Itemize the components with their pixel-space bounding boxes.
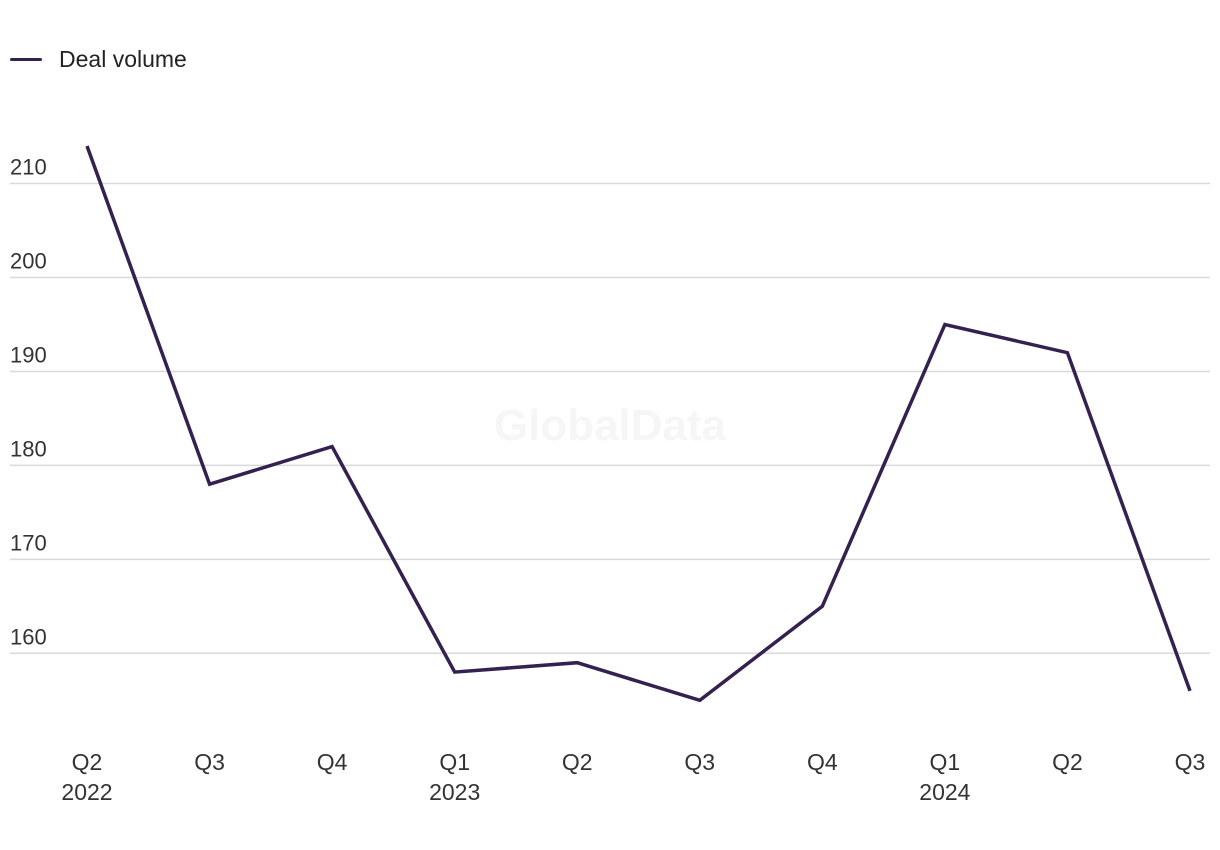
y-tick-label: 190 [10, 342, 47, 367]
series-layer [85, 145, 1192, 703]
x-tick-label: Q4 [807, 749, 838, 775]
legend-swatch [10, 58, 42, 61]
x-tick-year-label: 2024 [919, 779, 970, 805]
x-tick-label: Q3 [194, 749, 225, 775]
x-tick-year-label: 2022 [61, 779, 112, 805]
grid-layer [10, 182, 1210, 655]
x-tick-label: Q3 [1175, 749, 1206, 775]
y-tick-label: 180 [10, 436, 47, 461]
x-tick-label: Q3 [684, 749, 715, 775]
y-tick-label: 210 [10, 155, 47, 180]
x-tick-label: Q1 [439, 749, 470, 775]
y-tick-label: 170 [10, 530, 47, 555]
y-tick-label: 160 [10, 624, 47, 649]
watermark: GlobalData [494, 401, 727, 450]
x-tick-label: Q2 [72, 749, 103, 775]
series-line-deal-volume [85, 145, 1192, 703]
x-tick-label: Q2 [562, 749, 593, 775]
x-tick-year-label: 2023 [429, 779, 480, 805]
x-axis: Q2 2022 Q3 Q4 Q1 2023 Q2 Q3 Q4 Q1 2024 Q2 Q3 [61, 749, 1205, 805]
x-tick-label: Q4 [317, 749, 348, 775]
y-axis: 160 170 180 190 200 210 [10, 155, 47, 650]
legend-label: Deal volume [59, 46, 187, 72]
y-tick-label: 200 [10, 249, 47, 274]
watermark-layer: GlobalData [494, 401, 727, 450]
x-tick-label: Q2 [1052, 749, 1083, 775]
x-tick-label: Q1 [930, 749, 961, 775]
legend: Deal volume [10, 46, 187, 73]
